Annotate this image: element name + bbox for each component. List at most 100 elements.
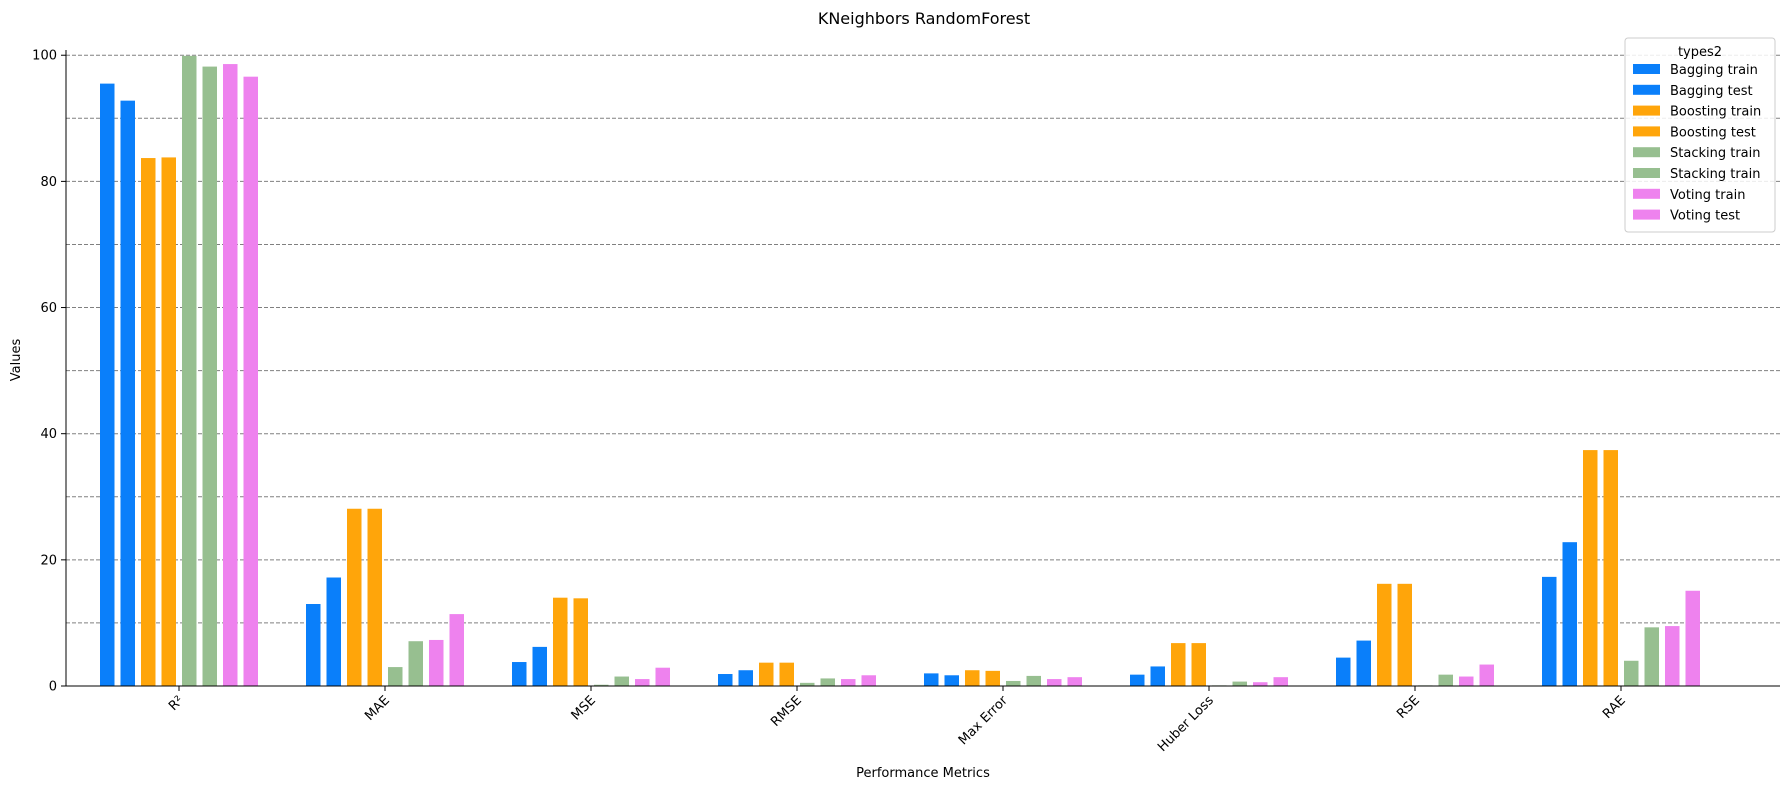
- bar: [1644, 627, 1659, 686]
- x-tick-label: RAE: [1600, 693, 1629, 722]
- legend: types2 Bagging train Bagging test Boosting…: [1624, 37, 1776, 233]
- legend-label: Bagging test: [1670, 84, 1753, 99]
- bar: [408, 641, 423, 686]
- bar: [738, 670, 753, 686]
- bar: [841, 679, 856, 686]
- bars: [100, 55, 1700, 687]
- y-tick-label: 100: [32, 49, 57, 64]
- y-tick-label: 0: [49, 680, 57, 695]
- grid-lines: [66, 54, 1780, 624]
- bar: [1130, 674, 1145, 686]
- legend-swatch: [1633, 105, 1660, 116]
- legend-swatch: [1633, 84, 1660, 95]
- bar: [449, 614, 464, 686]
- legend-swatch: [1633, 188, 1660, 199]
- x-tick-label: Max Error: [956, 693, 1011, 748]
- bar: [1356, 640, 1371, 686]
- x-tick-label: MAE: [362, 693, 393, 724]
- bar: [1479, 664, 1494, 686]
- bar: [429, 639, 444, 686]
- bar: [553, 597, 568, 686]
- bar: [779, 662, 794, 686]
- legend-label: Boosting train: [1670, 105, 1761, 120]
- y-tick-label: 40: [40, 427, 57, 442]
- y-tick-label: 60: [40, 301, 57, 316]
- bar: [1191, 643, 1206, 686]
- bar: [1253, 682, 1268, 686]
- bar: [1624, 660, 1639, 686]
- x-axis-label: Performance Metrics: [856, 766, 990, 781]
- legend-swatch: [1633, 147, 1660, 158]
- y-tick-label: 80: [40, 175, 57, 190]
- x-tick-label: RSE: [1394, 693, 1423, 722]
- bar: [1685, 590, 1700, 686]
- bar: [1665, 626, 1680, 686]
- bar: [594, 684, 609, 686]
- bar: [120, 100, 135, 686]
- bar: [655, 667, 670, 686]
- x-tick-label: RMSE: [768, 693, 805, 730]
- bar: [1542, 576, 1557, 686]
- bar: [820, 678, 835, 686]
- bar: [326, 577, 341, 686]
- bar: [861, 675, 876, 686]
- bar: [388, 667, 403, 686]
- bar: [223, 64, 238, 687]
- bar: [367, 508, 382, 686]
- bar: [202, 66, 217, 687]
- legend-swatch: [1633, 209, 1660, 220]
- legend-label: Voting train: [1670, 188, 1745, 203]
- bar: [306, 604, 321, 686]
- bar: [1583, 450, 1598, 686]
- bar: [1171, 643, 1186, 686]
- bar: [1150, 666, 1165, 686]
- legend-swatch: [1633, 126, 1660, 137]
- bar: [1438, 674, 1453, 686]
- legend-frame: [1624, 37, 1776, 233]
- bar: [1232, 681, 1247, 686]
- bar: [635, 679, 650, 686]
- bar: [1397, 583, 1412, 686]
- legend-title: types2: [1678, 45, 1722, 60]
- bar: [161, 157, 176, 686]
- legend-label: Voting test: [1670, 209, 1740, 224]
- bar: [573, 598, 588, 686]
- legend-label: Stacking train: [1670, 167, 1761, 182]
- bar: [1562, 542, 1577, 686]
- legend-label: Boosting test: [1670, 125, 1756, 140]
- bar: [1377, 583, 1392, 686]
- axes: 0 20 40 60 80 100 R² MAE MSE RMSE Max Error Huber L…: [32, 49, 1780, 755]
- legend-label: Stacking train: [1670, 146, 1761, 161]
- bar: [100, 83, 115, 687]
- bar: [1067, 677, 1082, 686]
- bar: [718, 674, 733, 686]
- bar: [243, 76, 258, 686]
- bar: [1336, 657, 1351, 686]
- y-tick-label: 20: [40, 553, 57, 568]
- bar: [759, 662, 774, 686]
- bar: [985, 670, 1000, 686]
- y-axis-label: Values: [9, 339, 24, 382]
- bar: [1026, 675, 1041, 686]
- bar: [347, 508, 362, 686]
- chart-title: KNeighbors RandomForest: [818, 9, 1030, 28]
- bar: [965, 670, 980, 686]
- bar: [614, 676, 629, 686]
- legend-swatch: [1633, 168, 1660, 178]
- x-tick-label: Huber Loss: [1155, 693, 1217, 755]
- bar: [1603, 450, 1618, 686]
- legend-swatch: [1633, 64, 1660, 74]
- bar: [1006, 680, 1021, 686]
- bar: [924, 673, 939, 686]
- bar: [1459, 676, 1474, 686]
- bar: [182, 55, 197, 687]
- bar: [512, 662, 527, 686]
- bar: [1273, 677, 1288, 686]
- legend-label: Bagging train: [1670, 63, 1758, 78]
- bar: [1047, 679, 1062, 686]
- x-tick-label: R²: [166, 693, 187, 714]
- bar: [944, 675, 959, 686]
- bar: [141, 158, 156, 687]
